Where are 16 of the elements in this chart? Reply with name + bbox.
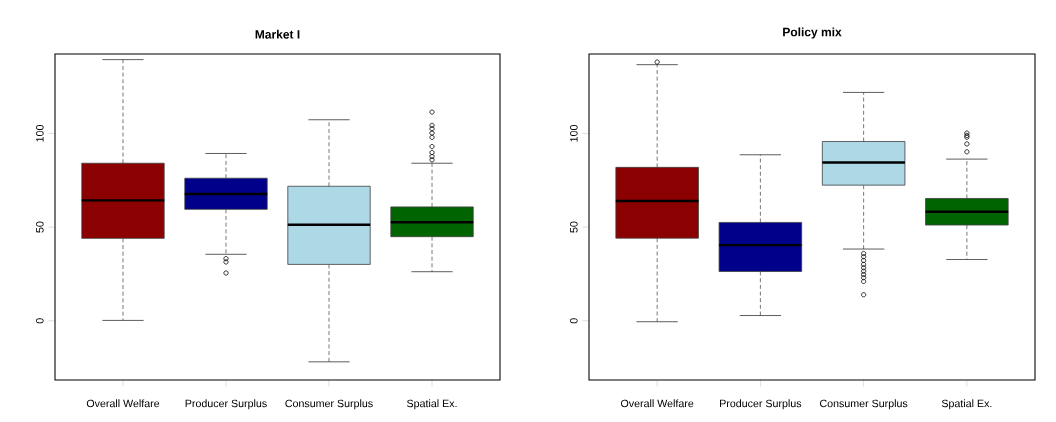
x-tick-label: Overall Welfare <box>620 399 694 408</box>
x-tick-label: Producer Surplus <box>720 399 802 410</box>
y-tick-label: 50 <box>36 221 44 233</box>
x-tick-label: Overall Welfare <box>86 399 160 408</box>
y-tick-label: 100 <box>570 124 578 142</box>
y-tick-label: 0 <box>570 318 578 324</box>
y-tick-label: 100 <box>36 124 44 142</box>
x-tick-label: Spatial Ex. <box>941 399 992 410</box>
y-tick-label: 50 <box>570 221 578 233</box>
x-tick-label: Consumer Surplus <box>820 399 908 410</box>
chart-title: Market I <box>255 29 300 39</box>
x-tick-label: Producer Surplus <box>185 399 267 410</box>
x-tick-label: Consumer Surplus <box>285 399 373 410</box>
chart-title: Policy mix <box>783 27 842 39</box>
y-tick-label: 0 <box>36 318 44 324</box>
x-tick-label: Spatial Ex. <box>407 399 457 410</box>
